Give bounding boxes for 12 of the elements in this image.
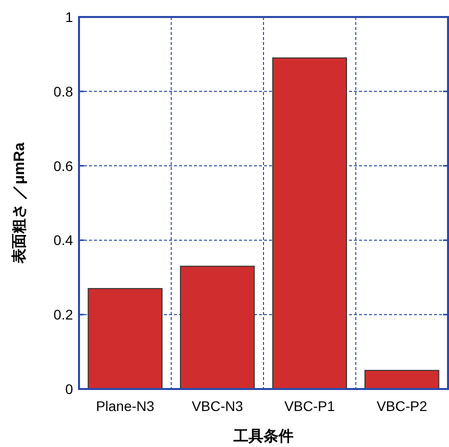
x-axis-title: 工具条件 [232,428,294,445]
y-tick-label: 0.4 [54,232,74,248]
y-tick-label: 0.6 [54,158,74,174]
x-tick-label: VBC-P1 [284,398,336,414]
x-tick-label: Plane-N3 [96,398,155,414]
y-tick-label: 0.8 [54,83,74,100]
y-axis-title: 表面粗さ ／μmRa [11,142,28,264]
x-tick-label: VBC-P2 [376,398,428,414]
y-tick-label: 0 [65,381,74,397]
x-tick-label: VBC-N3 [192,398,244,414]
y-tick-label: 1 [65,9,74,25]
y-tick-label: 0.2 [54,306,74,323]
